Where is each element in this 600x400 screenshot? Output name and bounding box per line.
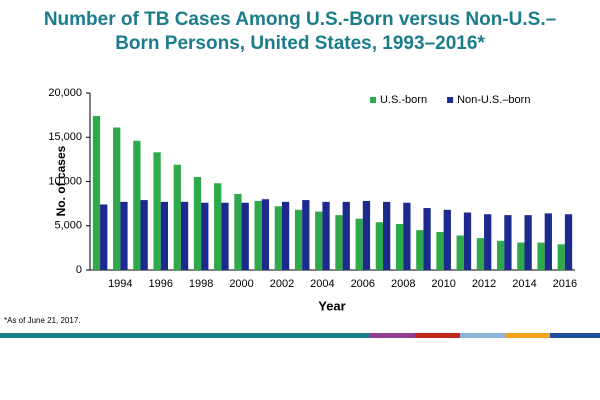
bar [92, 116, 101, 270]
x-tick-label: 2006 [351, 278, 375, 290]
y-axis-label: No. of cases [54, 145, 68, 216]
bar [113, 127, 121, 270]
bar [234, 193, 242, 270]
bar [173, 164, 181, 270]
footnote: *As of June 21, 2017. [4, 316, 81, 325]
legend-swatch [370, 97, 376, 103]
bar [564, 214, 573, 270]
bar [193, 177, 202, 270]
legend-label: Non-U.S.–born [457, 94, 530, 106]
bar [201, 202, 209, 270]
bar [281, 201, 290, 270]
bar [335, 215, 343, 270]
bar [120, 201, 128, 270]
bar [274, 206, 282, 270]
bar [180, 201, 189, 270]
bar [153, 152, 161, 270]
x-tick-label: 2000 [229, 278, 253, 290]
bar [302, 200, 310, 270]
bar [557, 244, 565, 270]
bar [504, 215, 512, 270]
x-tick-label: 2012 [472, 278, 496, 290]
x-tick-label: 1996 [148, 278, 172, 290]
bar [476, 238, 485, 270]
bar [261, 199, 270, 270]
chart-title: Number of TB Cases Among U.S.-Born versu… [43, 9, 557, 54]
y-tick-label: 10.000 [48, 175, 82, 187]
bar [241, 202, 249, 270]
x-tick-label: 2004 [310, 278, 334, 290]
legend-label: U.S.-born [380, 94, 427, 106]
x-tick-label: 1994 [108, 278, 132, 290]
y-tick-label: 20,000 [48, 87, 82, 99]
bar [133, 140, 141, 270]
x-axis-label: Year [318, 298, 345, 313]
bar [375, 222, 384, 270]
bar [544, 213, 552, 270]
bar [342, 201, 350, 270]
bar [100, 204, 108, 270]
bar [524, 215, 532, 270]
x-tick-label: 2002 [270, 278, 294, 290]
y-tick-label: 15,000 [48, 131, 82, 143]
bar [484, 214, 492, 270]
bar [537, 242, 545, 270]
bar [517, 242, 525, 270]
bar [403, 202, 411, 270]
bar [140, 200, 148, 270]
bar [496, 240, 505, 270]
bar [254, 200, 262, 270]
bar [436, 231, 444, 270]
bar [463, 212, 472, 270]
bar [294, 209, 303, 270]
legend-swatch [447, 97, 454, 103]
bar [423, 208, 431, 270]
bar [383, 201, 391, 270]
bar [362, 200, 371, 270]
bar [395, 223, 404, 270]
bar [322, 201, 330, 270]
bar [315, 211, 323, 270]
bar [160, 201, 169, 270]
bar [456, 235, 464, 270]
bar [221, 202, 229, 270]
x-tick-label: 1998 [189, 278, 213, 290]
x-tick-label: 2016 [553, 278, 577, 290]
footer-stripe [0, 333, 600, 338]
bar [443, 209, 451, 270]
bar [355, 218, 363, 270]
y-tick-label: 5,000 [54, 220, 82, 232]
x-tick-label: 2014 [512, 278, 536, 290]
bar [416, 230, 424, 270]
y-tick-label: 0 [76, 264, 82, 276]
bar [214, 183, 222, 270]
x-tick-label: 2010 [431, 278, 455, 290]
x-tick-label: 2008 [391, 278, 415, 290]
